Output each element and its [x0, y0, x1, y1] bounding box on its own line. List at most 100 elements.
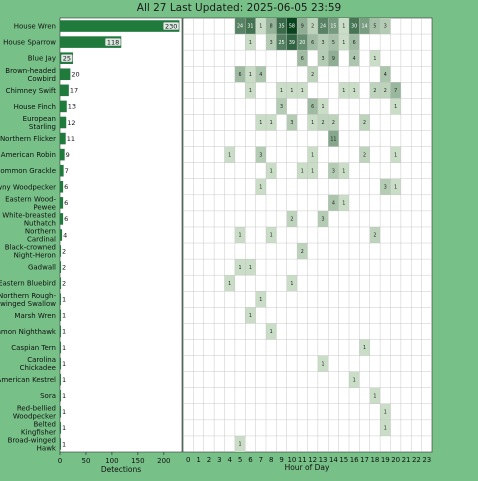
category-label: House Finch [14, 103, 56, 111]
heatmap-cell-value: 1 [259, 297, 262, 303]
bar [60, 309, 61, 322]
heatmap-cell [380, 66, 391, 83]
bar [60, 164, 64, 177]
heatmap-cell-value: 3 [332, 168, 335, 174]
hour-tick-label: 10 [287, 456, 296, 464]
heatmap-cell [380, 178, 391, 195]
heatmap-cell [266, 114, 277, 131]
heatmap-cell [234, 435, 246, 452]
heatmap-cell [266, 34, 277, 51]
heatmap-cell [369, 18, 381, 35]
hour-tick-label: 0 [186, 456, 190, 464]
bar [60, 277, 62, 290]
heatmap-cell [349, 34, 360, 51]
heatmap-cell-value: 1 [249, 88, 252, 94]
heatmap-cell-value: 2 [363, 120, 366, 126]
heatmap-cell-value: 3 [280, 104, 283, 110]
bar-count-label: 20 [71, 71, 79, 79]
heatmap-cell [245, 18, 256, 35]
heatmap-cell [297, 50, 308, 67]
bar-count-label: 2 [62, 280, 66, 288]
hour-tick-label: 17 [360, 456, 369, 464]
category-label: Chimney Swift [6, 87, 57, 95]
heatmap-cell-value: 6 [353, 40, 356, 46]
heatmap-cell [359, 146, 370, 163]
heatmap-cell [359, 114, 370, 131]
bar [60, 325, 61, 338]
heatmap-cell [338, 162, 350, 179]
category-label: Common Grackle [0, 167, 56, 175]
category-label: Marsh Wren [14, 312, 56, 320]
heatmap-cell-value: 2 [384, 88, 387, 94]
heatmap-cell-value: 1 [342, 168, 345, 174]
heatmap-layer: 24 31 1 8 35 58 9 2 24 15 1 30 14 5 31 3 25 39 20 6 3 5 1 66 3 9 4… [183, 18, 432, 464]
heatmap-cell-value: 3 [290, 120, 293, 126]
heatmap-cell [349, 371, 360, 388]
heatmap-cell-value: 9 [332, 56, 335, 62]
heatmap-cell-value: 1 [363, 345, 366, 351]
heatmap-cell [380, 419, 391, 436]
bar-count-label: 6 [64, 215, 68, 223]
heatmap-cell [338, 194, 350, 211]
heatmap-cell-value: 2 [311, 24, 314, 30]
bar-count-label: 1 [62, 440, 66, 448]
heatmap-cell [297, 243, 308, 260]
heatmap-cell-value: 30 [351, 24, 357, 30]
bar-count-label: 1 [62, 328, 66, 336]
heatmap-cell-value: 4 [353, 56, 356, 62]
heatmap-cell-value: 2 [373, 88, 376, 94]
bar-x-axis-label: Detections [101, 465, 141, 474]
heatmap-cell-value: 1 [394, 152, 397, 158]
heatmap-cell [317, 18, 329, 35]
heatmap-cell [328, 34, 339, 51]
heatmap-cell-value: 1 [322, 104, 325, 110]
heatmap-cell-value: 1 [384, 410, 387, 416]
hour-tick-label: 15 [339, 456, 348, 464]
heatmap-cell [390, 98, 401, 115]
heatmap-cell-value: 1 [259, 24, 262, 30]
hour-tick-label: 22 [412, 456, 421, 464]
heatmap-cell [255, 178, 267, 195]
heatmap-cell [307, 162, 318, 179]
heatmap-cell-value: 1 [311, 120, 314, 126]
heatmap-cell-value: 1 [342, 201, 345, 207]
heatmap-cell [380, 18, 391, 35]
bar-count-label: 4 [63, 231, 67, 239]
bar [60, 180, 64, 193]
heatmap-cell-value: 5 [332, 40, 335, 46]
heatmap-cell-value: 1 [353, 377, 356, 383]
heatmap-cell [369, 50, 381, 67]
heatmap-cell [297, 162, 308, 179]
heatmap-x-axis-label: Hour of Day [285, 463, 330, 472]
heatmap-cell-value: 35 [279, 24, 285, 30]
heatmap-cell [390, 178, 401, 195]
bar-count-label: 1 [62, 424, 66, 432]
heatmap-cell [286, 210, 298, 227]
heatmap-cell-value: 2 [290, 217, 293, 223]
hour-tick-label: 2 [207, 456, 211, 464]
heatmap-cell [234, 66, 246, 83]
category-label: Eastern Wood-Pewee [5, 195, 56, 211]
heatmap-cell-value: 6 [301, 56, 304, 62]
heatmap-cell [255, 18, 267, 35]
heatmap-cell [266, 323, 277, 340]
heatmap-cell-value: 24 [237, 24, 243, 30]
heatmap-cell [338, 82, 350, 99]
heatmap-cell [328, 114, 339, 131]
hour-tick-label: 7 [259, 456, 263, 464]
heatmap-cell-value: 15 [330, 24, 336, 30]
heatmap-cell-value: 6 [311, 104, 314, 110]
heatmap-cell-value: 1 [249, 40, 252, 46]
bar-count-label: 1 [62, 392, 66, 400]
heatmap-cell-value: 7 [394, 88, 397, 94]
chart-title: All 27 Last Updated: 2025-06-05 23:59 [137, 2, 341, 14]
category-label: Gadwall [28, 264, 56, 272]
heatmap-cell-value: 3 [322, 56, 325, 62]
category-label: Blue Jay [28, 55, 56, 63]
heatmap-cell [317, 210, 329, 227]
heatmap-cell [266, 18, 277, 35]
bar [60, 293, 61, 306]
category-label: Northern Flicker [0, 135, 56, 143]
heatmap-cell [255, 114, 267, 131]
hour-tick-label: 3 [217, 456, 221, 464]
